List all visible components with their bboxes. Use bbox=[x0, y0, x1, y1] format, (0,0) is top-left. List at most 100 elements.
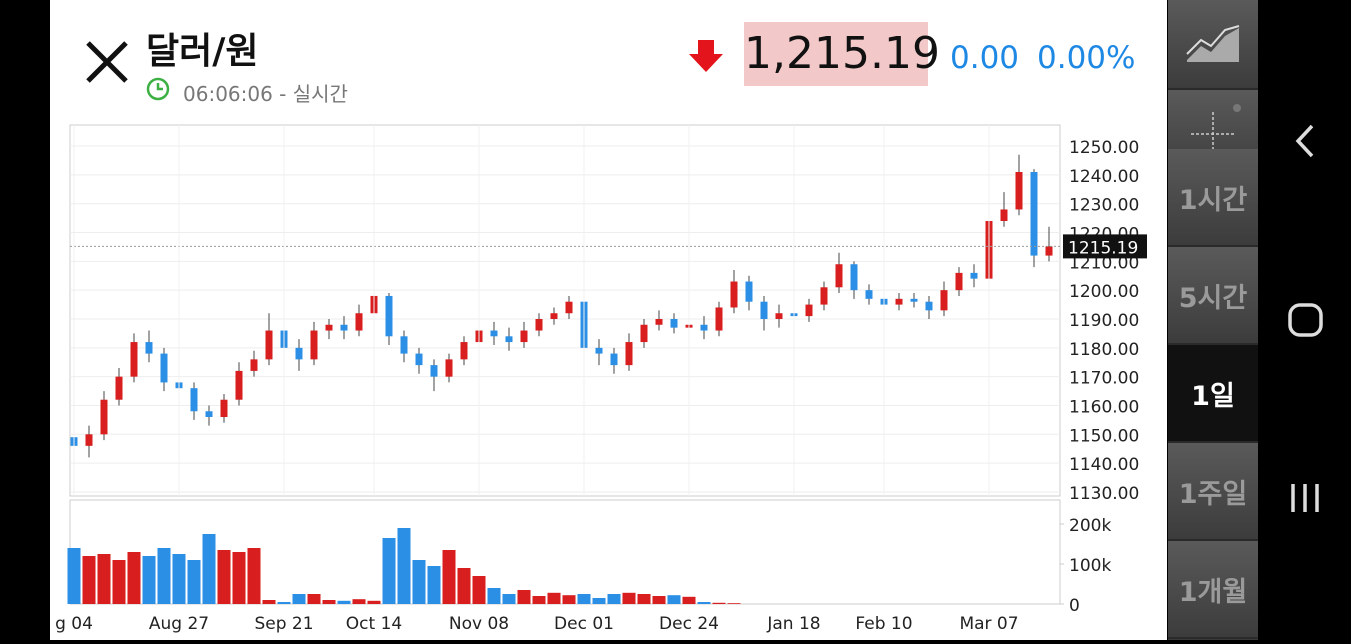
volume-bar bbox=[112, 560, 126, 604]
interval-button[interactable]: 5시간 bbox=[1168, 247, 1258, 345]
volume-bar bbox=[67, 548, 81, 604]
interval-button[interactable]: 1시간 bbox=[1168, 149, 1258, 247]
volume-bar bbox=[232, 552, 246, 604]
volume-bar bbox=[412, 560, 426, 604]
candle-body bbox=[700, 324, 708, 331]
candle-body bbox=[205, 411, 213, 418]
volume-bar bbox=[172, 554, 186, 604]
clock-icon bbox=[146, 77, 170, 101]
candle-body bbox=[775, 313, 783, 320]
volume-bar bbox=[202, 534, 216, 604]
price: 1,215.19 bbox=[744, 22, 940, 86]
back-button[interactable] bbox=[1295, 124, 1314, 158]
volume-bar bbox=[262, 600, 276, 604]
y-tick-label: 1190.00 bbox=[1069, 311, 1139, 331]
last-price-tag bbox=[1063, 234, 1147, 259]
volume-bar bbox=[397, 528, 411, 604]
volume-bar bbox=[712, 602, 726, 604]
time: 06:06:06 - 실시간 bbox=[183, 82, 348, 106]
y-tick-label: 1200.00 bbox=[1069, 282, 1139, 302]
candle-body bbox=[115, 376, 123, 400]
volume-bar bbox=[607, 594, 621, 604]
interval-button[interactable]: 1주일 bbox=[1168, 443, 1258, 541]
recents-button[interactable] bbox=[1291, 484, 1319, 512]
volume-bar bbox=[682, 596, 696, 604]
x-tick-label: Oct 14 bbox=[346, 614, 402, 634]
candle-body bbox=[670, 319, 678, 328]
candle-body bbox=[925, 301, 933, 311]
candle-body bbox=[265, 330, 273, 360]
volume-bar bbox=[277, 602, 291, 604]
candle-body bbox=[430, 365, 438, 377]
volume-bar bbox=[667, 595, 681, 604]
candle-body bbox=[835, 264, 843, 288]
volume-bar bbox=[127, 552, 141, 604]
x-tick-label: Mar 07 bbox=[959, 614, 1018, 634]
volume-bar bbox=[97, 554, 111, 604]
candle-body bbox=[955, 272, 963, 291]
candle-body bbox=[940, 290, 948, 311]
close-button[interactable] bbox=[85, 40, 129, 84]
volume-bar bbox=[157, 548, 171, 604]
volume-bar bbox=[307, 594, 321, 604]
chart-type-button[interactable] bbox=[1168, 0, 1258, 90]
candle-body bbox=[400, 336, 408, 354]
candle-body bbox=[1000, 209, 1008, 221]
side-menu: 1시간 5시간 1일 1주일 1개월 bbox=[1168, 0, 1258, 640]
volume-bar bbox=[457, 568, 471, 604]
volume-bar bbox=[442, 550, 456, 604]
volume-bar bbox=[82, 556, 96, 604]
volume-bar bbox=[187, 560, 201, 604]
y-tick-label: 1150.00 bbox=[1069, 426, 1139, 446]
candle-body bbox=[820, 287, 828, 305]
x-tick-label: Jan 18 bbox=[766, 614, 820, 634]
candle-body bbox=[505, 336, 513, 343]
home-button[interactable] bbox=[1288, 303, 1323, 337]
volume-bar bbox=[562, 595, 576, 604]
y-tick-label: 1160.00 bbox=[1069, 397, 1139, 417]
volume-bar bbox=[142, 556, 156, 604]
y-tick-label: 1180.00 bbox=[1069, 340, 1139, 360]
volume-bar bbox=[352, 599, 366, 604]
interval-button[interactable]: 1일 bbox=[1168, 345, 1258, 443]
candle-body bbox=[250, 359, 258, 371]
volume-bar bbox=[592, 598, 606, 604]
volume-bar bbox=[577, 594, 591, 604]
volume-bar bbox=[697, 602, 711, 604]
candle-body bbox=[145, 342, 153, 354]
candle-body bbox=[850, 264, 858, 291]
volume-bar bbox=[547, 592, 561, 604]
volume-bar bbox=[337, 600, 351, 604]
y-tick-label: 1250.00 bbox=[1069, 138, 1139, 158]
volume-bar bbox=[652, 596, 666, 604]
candle-body bbox=[100, 399, 108, 435]
volume-bar bbox=[472, 576, 486, 604]
candle-body bbox=[355, 313, 363, 331]
candle-body bbox=[865, 290, 873, 299]
candle-body bbox=[160, 353, 168, 383]
volume-bar bbox=[727, 603, 741, 604]
volume-bar bbox=[427, 566, 441, 604]
candle-body bbox=[415, 353, 423, 366]
candle-body bbox=[550, 313, 558, 320]
x-tick-label: Sep 21 bbox=[254, 614, 313, 634]
volume-bar bbox=[292, 594, 306, 604]
plot-frame bbox=[69, 124, 1061, 497]
title: 달러/원 bbox=[146, 31, 259, 72]
volume-bar bbox=[322, 600, 336, 604]
volume-bar bbox=[367, 600, 381, 604]
volume-bar bbox=[502, 594, 516, 604]
candle-body bbox=[445, 359, 453, 377]
chart: 1130.00 1140.00 1150.00 1160.00 1170.00 1180.… bbox=[55, 124, 1147, 634]
y-tick-label: 100k bbox=[1069, 556, 1111, 576]
volume-bar bbox=[487, 588, 501, 604]
candle-body bbox=[715, 307, 723, 331]
candle-body bbox=[235, 370, 243, 400]
interval-button[interactable]: 1개월 bbox=[1168, 541, 1258, 639]
candle-body bbox=[490, 330, 498, 337]
down-arrow bbox=[689, 40, 723, 72]
nav-icons bbox=[1288, 124, 1323, 512]
y-tick-label: 200k bbox=[1069, 516, 1111, 536]
candle-body bbox=[805, 304, 813, 317]
candle-body bbox=[910, 298, 918, 302]
